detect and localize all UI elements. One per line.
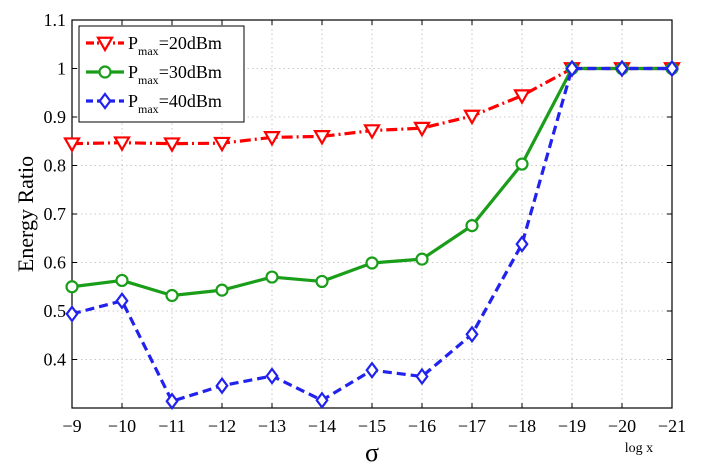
data-point	[515, 235, 529, 253]
x-axis-label: σ	[365, 438, 379, 467]
data-point	[113, 136, 131, 152]
data-point	[65, 280, 79, 294]
data-point	[515, 157, 529, 171]
data-point	[565, 59, 579, 78]
legend-entry-3: Pmax=40dBm	[86, 91, 222, 116]
data-point	[315, 274, 329, 289]
legend-label: Pmax=30dBm	[128, 62, 222, 87]
x-tick-label: −17	[458, 416, 486, 436]
legend-entry-2: Pmax=30dBm	[86, 62, 222, 87]
data-point	[463, 109, 481, 126]
x-tick-label: −12	[208, 416, 236, 436]
legend-marker	[98, 92, 112, 110]
data-point	[513, 89, 531, 105]
data-point	[415, 252, 429, 266]
y-tick-label: 0.7	[44, 204, 67, 224]
data-point	[363, 124, 381, 140]
x-tick-label: −19	[558, 416, 586, 436]
data-point	[115, 291, 129, 310]
y-tick-label: 1.1	[44, 10, 67, 30]
data-point	[263, 131, 281, 147]
data-point	[365, 361, 379, 380]
data-point	[215, 376, 229, 395]
x-tick-label: −10	[108, 416, 136, 436]
x-tick-label: −15	[358, 416, 386, 436]
x-tick-label: −18	[508, 416, 536, 436]
series-group	[63, 59, 681, 411]
data-point	[313, 130, 331, 146]
data-point	[215, 283, 229, 297]
x-tick-label: −11	[158, 416, 185, 436]
legend-label: Pmax=20dBm	[128, 33, 222, 58]
y-axis-label: Energy Ratio	[13, 156, 38, 272]
data-point	[265, 367, 279, 385]
data-point	[665, 59, 679, 78]
data-point	[165, 288, 179, 303]
data-point	[413, 121, 431, 138]
data-point	[213, 136, 231, 153]
x-tick-label: −13	[258, 416, 286, 436]
x-tick-label: −21	[658, 416, 686, 436]
data-point	[165, 392, 179, 411]
data-point	[415, 367, 429, 386]
legend-entry-1: Pmax=20dBm	[86, 33, 222, 58]
data-point	[63, 137, 81, 153]
series-3	[65, 59, 679, 411]
data-point	[115, 273, 129, 288]
axis-ticks: −9 −10 −11 −12 −13 −14 −15 −16 −17 −18 −19 −20 −21 0.…	[44, 10, 687, 436]
data-point	[265, 270, 279, 284]
x-tick-label: −16	[408, 416, 436, 436]
y-tick-label: 0.4	[44, 350, 67, 370]
x-tick-label: −20	[608, 416, 636, 436]
y-tick-label: 0.8	[44, 156, 67, 176]
y-tick-label: 0.6	[44, 253, 67, 273]
x-tick-label: −14	[308, 416, 336, 436]
legend-marker	[96, 36, 114, 53]
data-point	[465, 219, 479, 233]
data-point	[315, 391, 329, 410]
x-tick-label: −9	[62, 416, 81, 436]
legend: Pmax=20dBm Pmax=30dBm Pmax=40dBm	[78, 25, 245, 123]
y-tick-label: 1	[57, 59, 66, 79]
legend-marker	[98, 65, 112, 79]
y-tick-label: 0.9	[44, 107, 67, 127]
legend-label: Pmax=40dBm	[128, 91, 222, 116]
y-tick-label: 0.5	[44, 301, 67, 321]
data-point	[65, 305, 79, 323]
data-point	[465, 325, 479, 344]
data-point	[365, 256, 379, 270]
data-point	[163, 137, 181, 153]
data-point	[615, 59, 629, 78]
x-axis-note: log x	[625, 441, 653, 456]
